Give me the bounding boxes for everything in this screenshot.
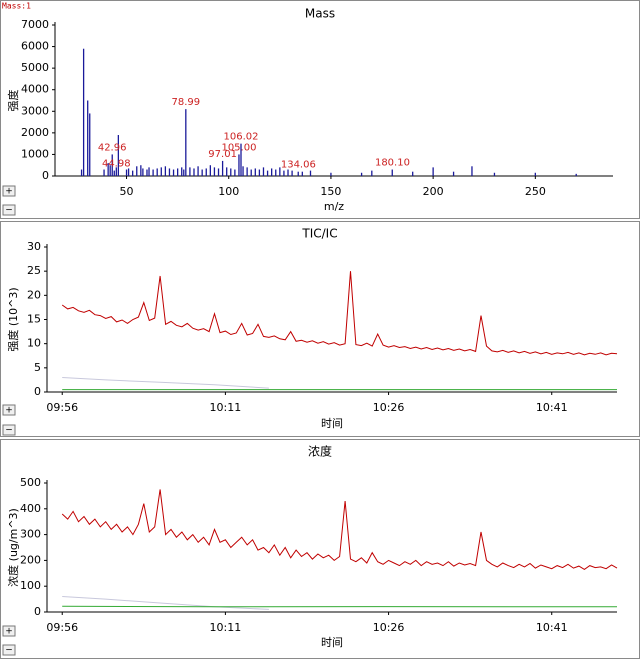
peak-label: 106.02 bbox=[224, 132, 259, 143]
peak-label: 105.00 bbox=[221, 142, 256, 153]
peak-label: 97.01 bbox=[208, 149, 237, 160]
y-tick-label: 100 bbox=[20, 579, 41, 592]
series-line bbox=[62, 596, 269, 610]
series-line bbox=[62, 605, 618, 608]
zoom-out-button[interactable]: − bbox=[2, 424, 16, 436]
x-tick-label: 10:26 bbox=[373, 621, 405, 634]
y-tick-label: 500 bbox=[20, 476, 41, 489]
zoom-in-button[interactable]: + bbox=[2, 625, 16, 637]
tic-panel bbox=[0, 221, 640, 437]
y-tick-label: 25 bbox=[27, 264, 41, 277]
y-tick-label: 0 bbox=[34, 605, 41, 618]
series-line bbox=[61, 489, 618, 570]
x-tick-label: 10:11 bbox=[210, 621, 242, 634]
y-tick-label: 2000 bbox=[21, 126, 49, 139]
y-tick-label: 0 bbox=[34, 385, 41, 398]
x-tick-label: 50 bbox=[120, 185, 134, 198]
peak-label: 78.99 bbox=[171, 97, 200, 108]
x-tick-label: 100 bbox=[218, 185, 239, 198]
y-tick-label: 5000 bbox=[21, 61, 49, 74]
zoom-in-button[interactable]: + bbox=[2, 404, 16, 416]
y-tick-label: 6000 bbox=[21, 40, 49, 53]
series-line bbox=[62, 377, 269, 389]
x-tick-label: 09:56 bbox=[46, 621, 78, 634]
button-label[interactable]: − bbox=[5, 426, 13, 436]
y-tick-label: 7000 bbox=[21, 18, 49, 31]
x-tick-label: 10:26 bbox=[373, 401, 405, 414]
y-tick-label: 0 bbox=[42, 169, 49, 182]
y-axis-label: 浓度 (ug/m^3) bbox=[6, 508, 20, 587]
y-tick-label: 10 bbox=[27, 337, 41, 350]
x-tick-label: 10:41 bbox=[536, 401, 568, 414]
button-label[interactable]: − bbox=[5, 206, 13, 216]
y-tick-label: 3000 bbox=[21, 104, 49, 117]
peak-label: 42.96 bbox=[98, 142, 127, 153]
x-tick-label: 250 bbox=[525, 185, 546, 198]
peak-label: 134.06 bbox=[281, 160, 316, 171]
series-line bbox=[61, 271, 618, 356]
y-tick-label: 200 bbox=[20, 553, 41, 566]
y-tick-label: 15 bbox=[27, 313, 41, 326]
x-axis-label: 时间 bbox=[321, 417, 343, 430]
button-label[interactable]: − bbox=[5, 646, 13, 656]
chart-title: TIC/IC bbox=[301, 227, 337, 241]
y-tick-label: 20 bbox=[27, 288, 41, 301]
y-tick-label: 400 bbox=[20, 502, 41, 515]
concentration-panel bbox=[0, 439, 640, 659]
y-tick-label: 5 bbox=[34, 361, 41, 374]
button-label[interactable]: + bbox=[5, 406, 13, 416]
chart-title: Mass bbox=[305, 7, 335, 21]
y-tick-label: 1000 bbox=[21, 147, 49, 160]
x-axis-label: 时间 bbox=[321, 636, 343, 649]
chart-title: 浓度 bbox=[308, 444, 332, 459]
button-label[interactable]: + bbox=[5, 187, 13, 197]
zoom-out-button[interactable]: − bbox=[2, 644, 16, 656]
zoom-in-button[interactable]: + bbox=[2, 185, 16, 197]
y-axis-label: 强度 bbox=[6, 90, 20, 112]
y-tick-label: 4000 bbox=[21, 83, 49, 96]
x-tick-label: 10:41 bbox=[536, 621, 568, 634]
x-tick-label: 09:56 bbox=[46, 401, 78, 414]
mass-panel bbox=[0, 0, 640, 219]
y-tick-label: 300 bbox=[20, 528, 41, 541]
x-axis-label: m/z bbox=[324, 200, 344, 213]
x-tick-label: 200 bbox=[423, 185, 444, 198]
button-label[interactable]: + bbox=[5, 627, 13, 637]
y-tick-label: 30 bbox=[27, 240, 41, 253]
peak-label: 180.10 bbox=[375, 158, 410, 169]
zoom-out-button[interactable]: − bbox=[2, 204, 16, 216]
y-axis-label: 强度 (10^3) bbox=[6, 287, 20, 351]
x-tick-label: 10:11 bbox=[210, 401, 242, 414]
corner-label: Mass:1 bbox=[2, 2, 31, 11]
x-tick-label: 150 bbox=[320, 185, 341, 198]
peak-label: 44.98 bbox=[102, 159, 131, 170]
